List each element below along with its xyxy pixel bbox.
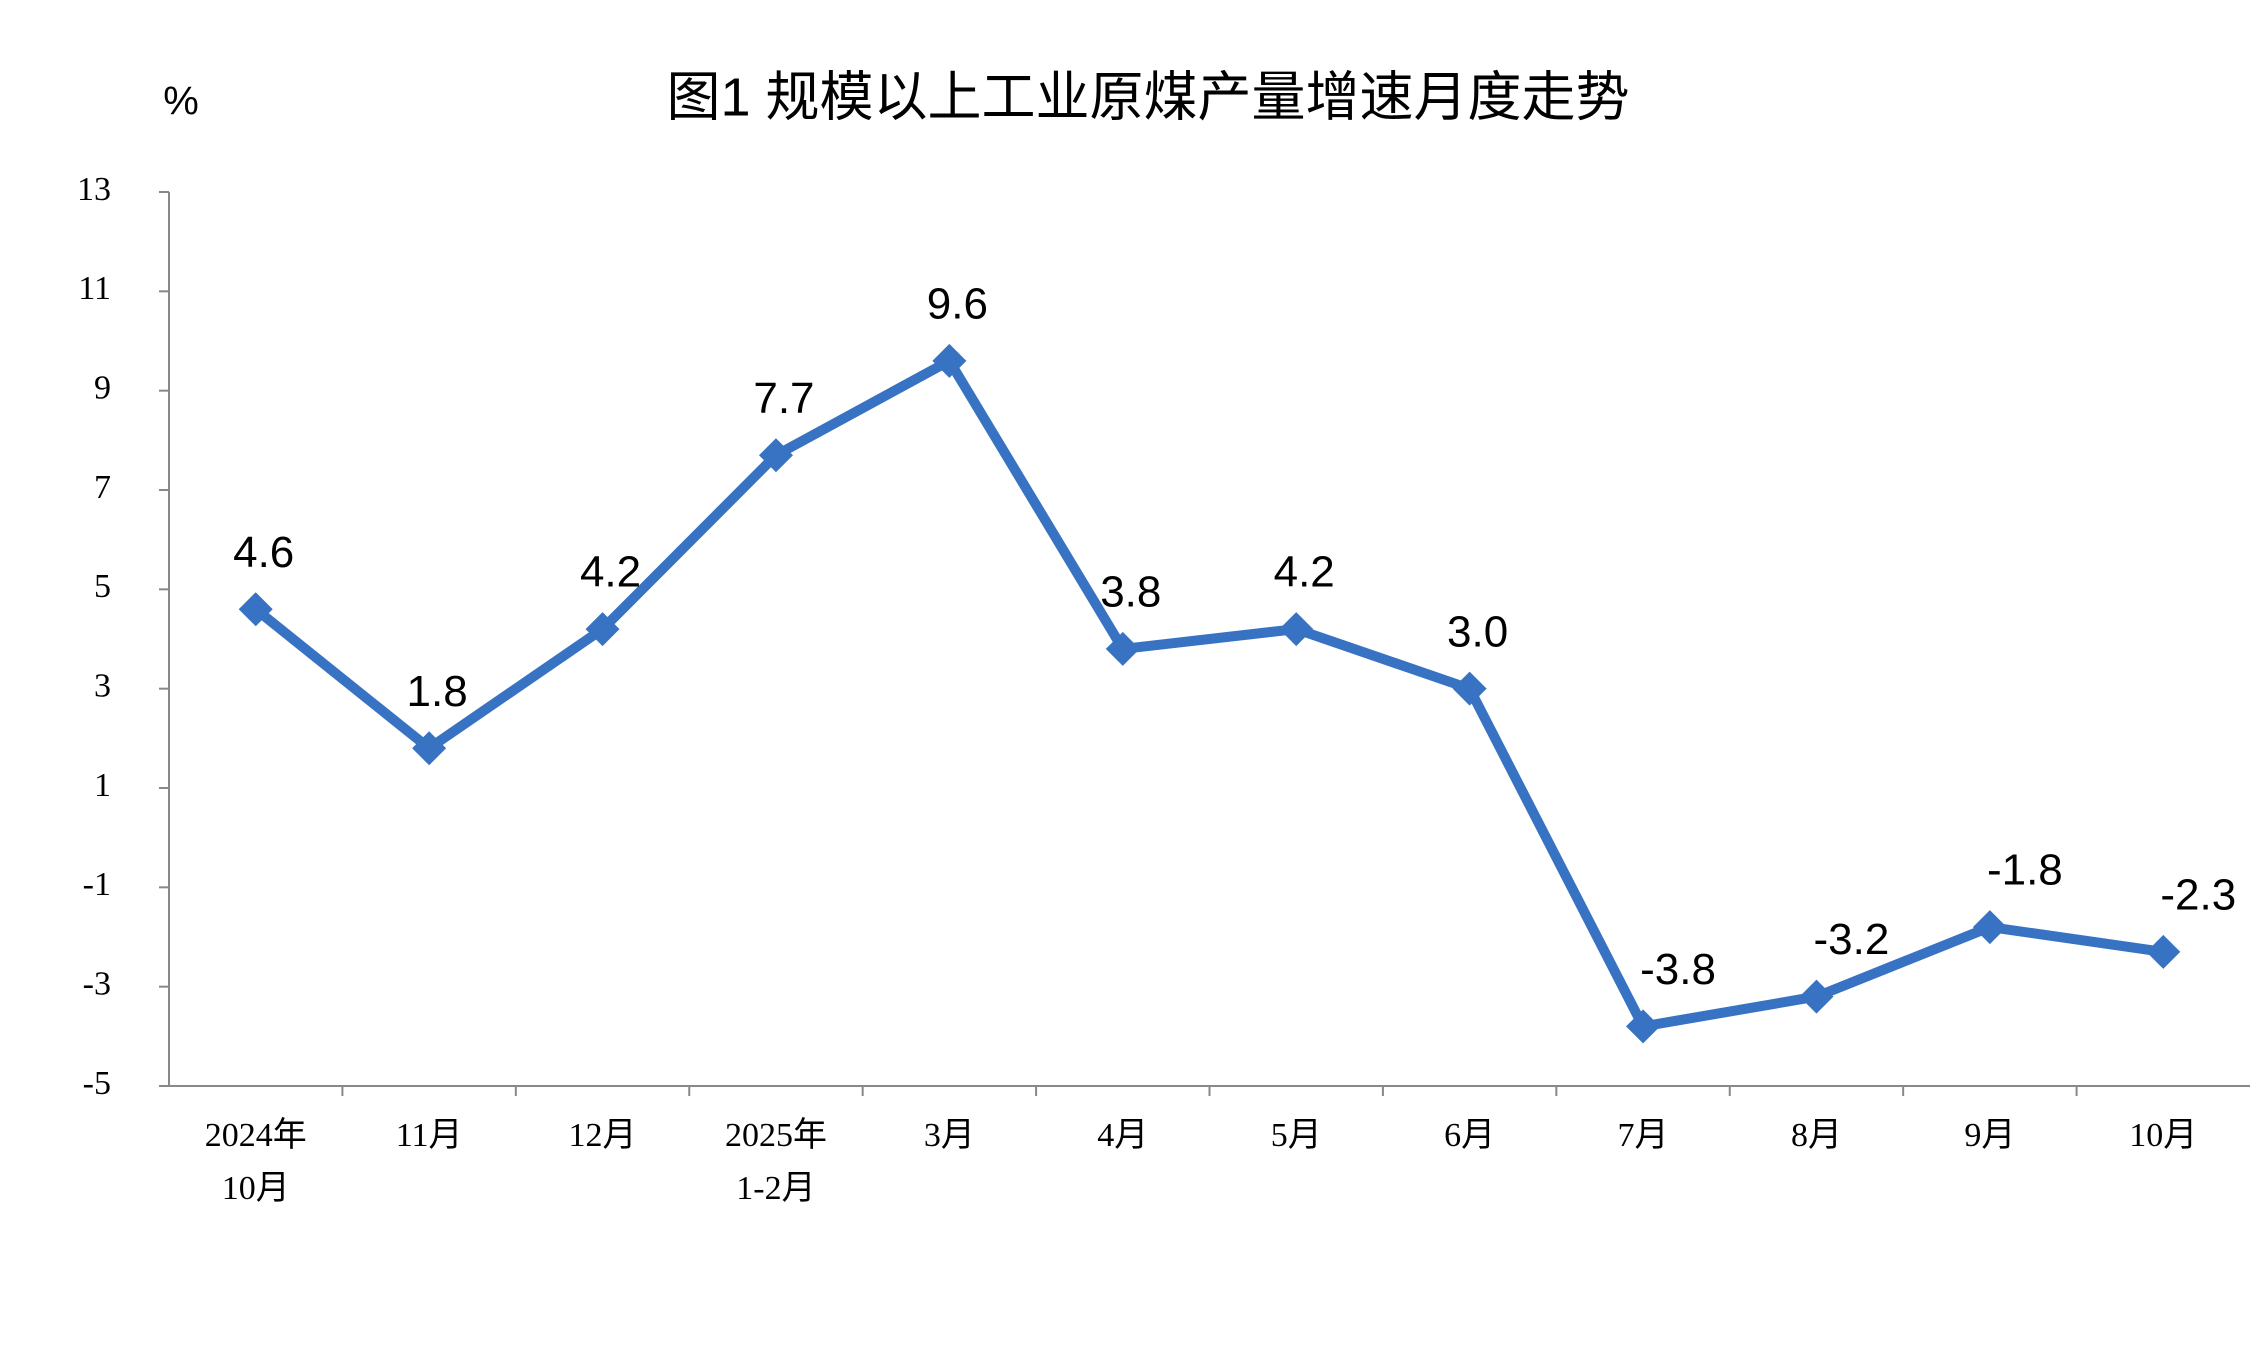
point-marker xyxy=(758,438,793,473)
series-line xyxy=(252,355,2164,1032)
data-label: 4.6 xyxy=(233,528,294,577)
data-label: 7.7 xyxy=(753,374,814,423)
y-tick-label: 11 xyxy=(78,270,111,307)
y-tick-label: 3 xyxy=(94,667,111,704)
x-tick-label: 6月 xyxy=(1444,1117,1495,1154)
x-tick-label: 9月 xyxy=(1964,1117,2015,1154)
chart-title: 图1 规模以上工业原煤产量增速月度走势 xyxy=(666,67,1629,127)
y-tick-label: 9 xyxy=(94,369,111,406)
point-marker xyxy=(1972,910,2007,945)
x-tick-label: 10月 xyxy=(222,1170,290,1207)
data-label: -1.8 xyxy=(1987,846,2063,895)
data-label: 9.6 xyxy=(927,279,988,328)
point-marker xyxy=(1279,612,1314,647)
point-marker xyxy=(1105,631,1140,666)
x-tick-label: 7月 xyxy=(1618,1117,1669,1154)
x-tick-label: 12月 xyxy=(569,1117,637,1154)
point-marker xyxy=(1452,671,1487,706)
x-tick-label: 2024年 xyxy=(205,1116,307,1154)
point-marker xyxy=(412,731,447,766)
x-tick-label: 10月 xyxy=(2129,1117,2197,1154)
x-tick-label: 3月 xyxy=(924,1117,975,1154)
x-tick-label: 4月 xyxy=(1097,1117,1148,1154)
y-tick-label: -3 xyxy=(83,965,111,1002)
y-tick-label: 1 xyxy=(94,767,111,804)
data-label: 4.2 xyxy=(1274,548,1335,597)
point-marker xyxy=(2146,934,2181,969)
x-tick-label: 11月 xyxy=(396,1117,463,1154)
y-unit: % xyxy=(163,80,199,124)
x-tick-label: 8月 xyxy=(1791,1117,1842,1154)
data-label: -3.8 xyxy=(1640,945,1716,994)
data-label: 1.8 xyxy=(407,667,468,716)
point-marker xyxy=(585,612,620,647)
y-tick-label: -1 xyxy=(83,866,111,903)
point-marker xyxy=(1799,979,1834,1014)
point-marker xyxy=(932,343,967,378)
y-tick-label: -5 xyxy=(83,1065,111,1102)
point-marker xyxy=(238,592,273,627)
y-tick-label: 5 xyxy=(94,568,111,605)
point-marker xyxy=(1626,1009,1661,1044)
data-label: 4.2 xyxy=(580,548,641,597)
data-label: 3.8 xyxy=(1100,568,1161,617)
data-label: -3.2 xyxy=(1814,915,1890,964)
y-tick-label: 7 xyxy=(94,469,111,506)
data-label: 3.0 xyxy=(1447,607,1508,656)
x-tick-label: 1-2月 xyxy=(736,1170,815,1207)
x-tick-label: 2025年 xyxy=(725,1116,827,1154)
y-tick-label: 13 xyxy=(77,171,111,208)
data-label: -2.3 xyxy=(2160,871,2236,920)
x-tick-label: 5月 xyxy=(1271,1117,1322,1154)
